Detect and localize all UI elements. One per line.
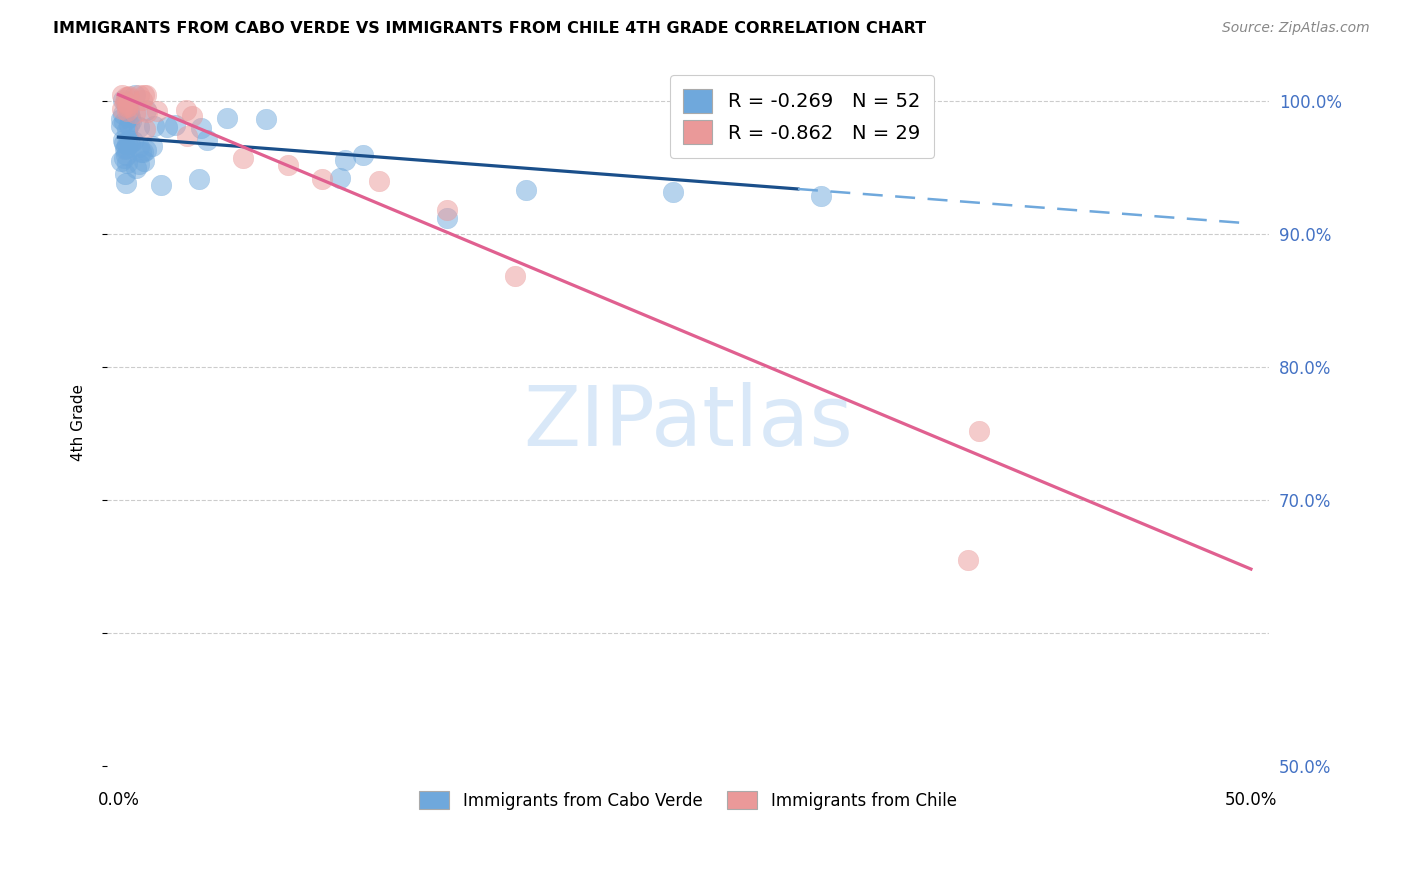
Point bbox=[254, 112, 277, 126]
Point bbox=[114, 141, 136, 155]
Point bbox=[115, 97, 138, 112]
Point bbox=[122, 134, 145, 148]
Point bbox=[118, 118, 141, 132]
Point bbox=[155, 120, 177, 134]
Text: Source: ZipAtlas.com: Source: ZipAtlas.com bbox=[1222, 21, 1369, 35]
Point bbox=[436, 211, 458, 225]
Point bbox=[134, 121, 156, 136]
Point bbox=[128, 157, 150, 171]
Point bbox=[111, 102, 134, 116]
Point bbox=[115, 90, 138, 104]
Point bbox=[120, 110, 142, 124]
Point bbox=[118, 133, 141, 147]
Point bbox=[118, 88, 141, 103]
Point bbox=[128, 87, 150, 102]
Text: IMMIGRANTS FROM CABO VERDE VS IMMIGRANTS FROM CHILE 4TH GRADE CORRELATION CHART: IMMIGRANTS FROM CABO VERDE VS IMMIGRANTS… bbox=[53, 21, 927, 36]
Point bbox=[110, 112, 132, 126]
Point bbox=[141, 139, 163, 153]
Point bbox=[112, 136, 135, 150]
Point bbox=[117, 99, 139, 113]
Point bbox=[176, 103, 198, 117]
Point bbox=[112, 107, 135, 121]
Point bbox=[110, 119, 132, 133]
Point bbox=[117, 156, 139, 170]
Point bbox=[135, 143, 157, 157]
Point bbox=[129, 145, 152, 159]
Point bbox=[145, 103, 167, 118]
Point bbox=[112, 151, 135, 165]
Point bbox=[117, 90, 139, 104]
Point bbox=[115, 176, 138, 190]
Point bbox=[117, 122, 139, 136]
Point bbox=[124, 87, 146, 102]
Point bbox=[128, 120, 150, 134]
Point bbox=[215, 112, 238, 126]
Point bbox=[114, 167, 136, 181]
Point bbox=[367, 174, 389, 188]
Point bbox=[112, 115, 135, 129]
Point bbox=[132, 87, 155, 102]
Point bbox=[135, 87, 157, 102]
Point bbox=[436, 202, 458, 217]
Point bbox=[503, 268, 526, 283]
Point bbox=[329, 171, 352, 186]
Point bbox=[120, 136, 142, 151]
Point bbox=[188, 172, 211, 186]
Point bbox=[131, 93, 153, 107]
Point bbox=[114, 95, 136, 110]
Point bbox=[181, 109, 204, 123]
Point bbox=[115, 100, 138, 114]
Point bbox=[111, 93, 134, 107]
Point bbox=[195, 133, 218, 147]
Text: ZIPatlas: ZIPatlas bbox=[523, 383, 853, 463]
Point bbox=[115, 136, 138, 151]
Point bbox=[277, 158, 299, 172]
Point bbox=[118, 103, 141, 118]
Point bbox=[115, 95, 138, 109]
Point bbox=[165, 118, 187, 132]
Point bbox=[515, 182, 537, 196]
Point bbox=[132, 145, 155, 159]
Point bbox=[967, 424, 990, 438]
Point bbox=[136, 105, 159, 120]
Point bbox=[110, 154, 132, 169]
Point bbox=[176, 128, 198, 143]
Legend: Immigrants from Cabo Verde, Immigrants from Chile: Immigrants from Cabo Verde, Immigrants f… bbox=[413, 784, 963, 816]
Point bbox=[333, 153, 356, 168]
Point bbox=[115, 148, 138, 162]
Point bbox=[128, 139, 150, 153]
Point bbox=[190, 121, 212, 136]
Y-axis label: 4th Grade: 4th Grade bbox=[72, 384, 86, 461]
Point bbox=[134, 154, 156, 169]
Point bbox=[232, 151, 254, 165]
Point bbox=[111, 87, 134, 102]
Point bbox=[662, 185, 685, 199]
Point bbox=[142, 120, 165, 134]
Point bbox=[135, 103, 157, 118]
Point bbox=[311, 171, 333, 186]
Point bbox=[124, 105, 146, 120]
Point bbox=[114, 142, 136, 156]
Point bbox=[120, 113, 142, 128]
Point bbox=[112, 133, 135, 147]
Point bbox=[352, 148, 374, 162]
Point bbox=[810, 188, 832, 202]
Point bbox=[150, 178, 173, 192]
Point bbox=[117, 104, 139, 119]
Point bbox=[125, 161, 148, 175]
Point bbox=[956, 553, 979, 567]
